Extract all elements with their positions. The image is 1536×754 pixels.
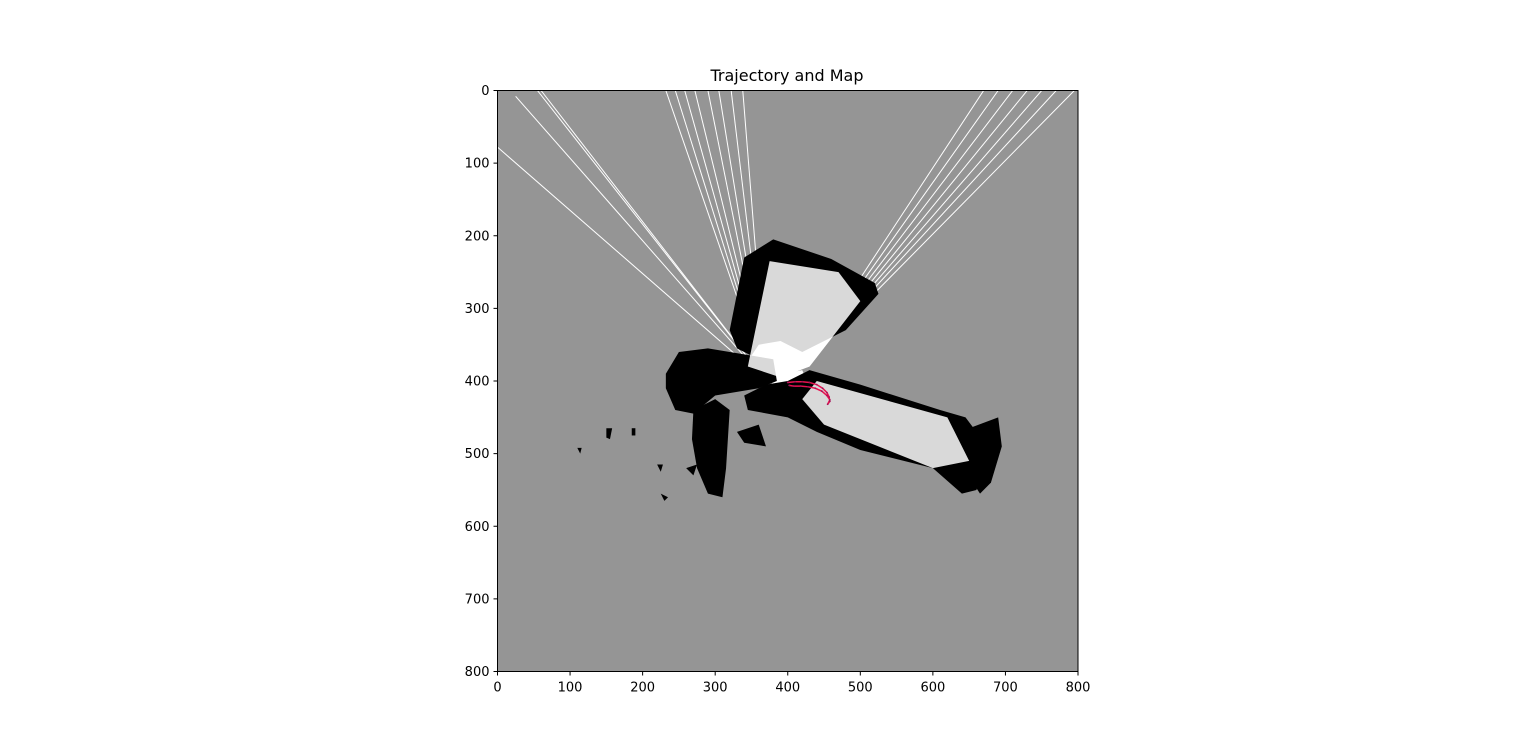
x-tick-label: 700 [993,681,1018,696]
occupied-region [691,399,730,498]
occupied-region [606,428,613,440]
y-tick-label: 300 [465,302,490,317]
y-tick-label: 100 [465,157,490,172]
trajectory-point [807,385,809,388]
map-plot-area [497,90,1078,672]
trajectory-point [815,383,818,386]
trajectory-point [828,400,831,403]
trajectory-point [828,398,831,401]
y-tick-label: 0 [481,84,489,99]
y-axis: 0 100 200 300 400 500 600 700 800 [465,84,498,680]
y-tick-label: 200 [465,229,490,244]
x-tick-label: 400 [775,681,800,696]
y-tick-label: 500 [465,447,490,462]
free-space-ray [497,146,767,382]
trajectory-point [799,385,802,387]
trajectory-point [788,384,791,387]
x-tick-label: 600 [920,681,945,696]
x-tick-label: 800 [1066,681,1091,696]
x-tick-label: 200 [630,681,655,696]
x-tick-label: 500 [848,681,873,696]
x-axis: 0 100 200 300 400 500 600 700 800 [493,671,1091,696]
free-space-interior [802,381,970,469]
trajectory-point [808,381,811,384]
trajectory-point [826,391,828,394]
occupied-region [631,428,636,436]
occupied-region [969,417,1002,494]
y-tick-label: 700 [465,592,490,607]
y-tick-label: 800 [465,665,490,680]
trajectory-point [794,380,796,383]
trajectory-point [820,390,823,393]
x-tick-label: 0 [493,681,501,696]
trajectory-line [787,380,831,405]
x-tick-label: 100 [558,681,583,696]
chart-title: Trajectory and Map [709,66,863,85]
trajectory-point [826,394,828,397]
y-tick-label: 400 [465,375,490,390]
occupied-region [577,447,582,454]
trajectory-point [828,396,831,398]
free-space-ray [540,90,767,382]
trajectory-point [821,387,824,390]
free-space-ray [515,95,767,382]
occupied-region [686,464,698,476]
trajectory-point [792,385,795,387]
trajectory-point [814,387,817,390]
occupied-region [660,493,669,501]
y-tick-label: 600 [465,520,490,535]
trajectory-point [786,381,789,384]
trajectory-point [801,380,804,383]
x-tick-label: 300 [703,681,728,696]
occupied-region [657,464,663,472]
trajectory-point [826,403,829,406]
occupied-region [736,424,766,447]
free-space-interior [747,261,861,378]
